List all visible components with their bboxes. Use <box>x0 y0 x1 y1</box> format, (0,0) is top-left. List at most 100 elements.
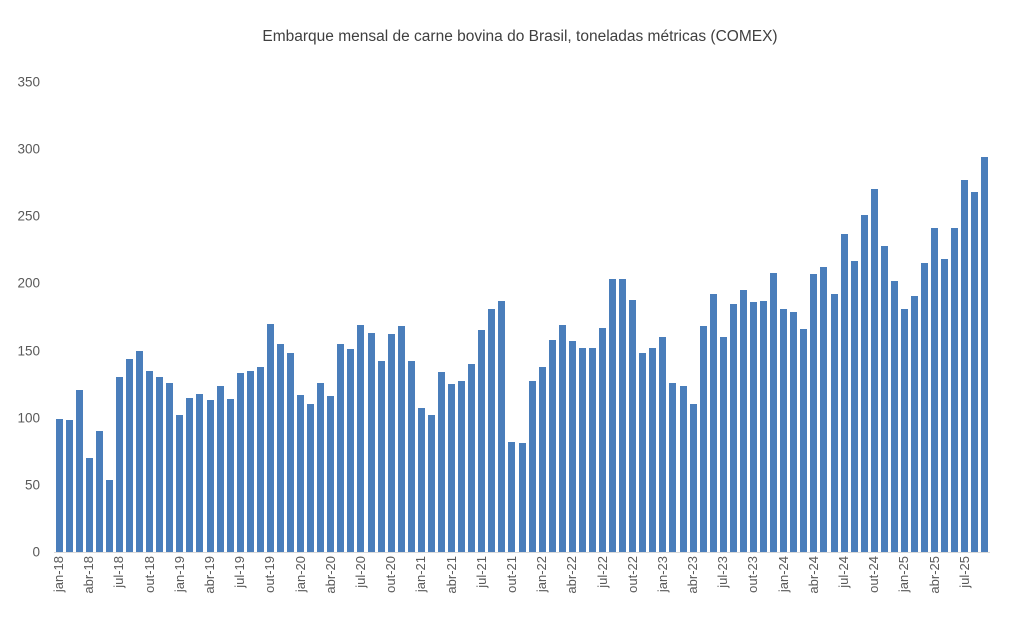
bar-ago-19 <box>246 370 254 552</box>
bar-jun-19 <box>226 398 234 552</box>
bar-mai-24 <box>820 267 828 552</box>
bar-fev-25 <box>911 295 919 552</box>
x-tick-label: jul-19 <box>232 556 248 588</box>
bar-set-18 <box>136 350 144 552</box>
y-tick-label: 200 <box>17 275 40 291</box>
bar-fev-22 <box>548 339 556 552</box>
x-tick-label: jan-22 <box>534 556 550 593</box>
bar-nov-23 <box>760 300 768 552</box>
bar-out-19 <box>266 323 274 552</box>
x-tick-label: jan-19 <box>171 556 187 593</box>
x-axis-labels: jan-18 abr-18 jul-18 out-18 jan-19 abr-19 jul-… <box>51 556 990 626</box>
bar-dez-18 <box>166 382 174 552</box>
bar-nov-20 <box>397 326 405 552</box>
y-tick-label: 300 <box>17 141 40 157</box>
bar-out-22 <box>629 299 637 552</box>
bar-abr-23 <box>689 404 697 552</box>
x-tick-label: jul-25 <box>956 556 972 588</box>
chart-title: Embarque mensal de carne bovina do Brasi… <box>262 28 778 45</box>
bar-set-19 <box>256 366 264 552</box>
bar-dez-19 <box>287 353 295 552</box>
x-tick-label: jan-25 <box>896 556 912 593</box>
bar-set-23 <box>739 290 747 552</box>
x-tick-label: jul-20 <box>352 556 368 588</box>
x-tick-label: abr-19 <box>202 556 217 594</box>
bar-mai-22 <box>578 347 586 552</box>
x-tick-label: out-21 <box>503 556 519 593</box>
bar-ago-25 <box>971 192 979 552</box>
bar-abr-18 <box>85 458 93 552</box>
bar-jul-20 <box>357 325 365 552</box>
bar-abr-19 <box>206 400 214 552</box>
bar-jun-23 <box>709 294 717 552</box>
bar-set-24 <box>860 214 868 552</box>
x-tick-label: out-18 <box>141 556 157 593</box>
x-tick-label: out-19 <box>262 556 278 593</box>
x-tick-label: jul-24 <box>836 556 852 588</box>
bar-fev-18 <box>65 420 73 552</box>
bar-mai-25 <box>941 259 949 552</box>
x-tick-label: abr-18 <box>81 556 97 594</box>
bar-jun-21 <box>468 364 476 552</box>
bar-mar-21 <box>437 372 445 552</box>
bar-jan-22 <box>538 366 546 552</box>
bar-out-23 <box>749 302 757 552</box>
bar-mai-19 <box>216 385 224 552</box>
bar-ago-21 <box>488 308 496 552</box>
bar-out-21 <box>508 441 516 552</box>
bar-jul-25 <box>961 180 969 552</box>
x-tick-label: abr-23 <box>685 556 701 594</box>
bar-jul-21 <box>478 330 486 552</box>
bar-jul-19 <box>236 373 244 552</box>
x-tick-label: abr-25 <box>926 556 942 594</box>
bar-out-24 <box>870 189 878 552</box>
bar-jan-18 <box>55 419 63 552</box>
bar-mar-24 <box>800 329 808 552</box>
x-tick-label: jul-22 <box>594 556 610 588</box>
bar-jun-22 <box>588 347 596 552</box>
y-axis: 0 50 100 150 200 250 300 350 <box>0 0 44 629</box>
x-axis-line <box>54 552 990 553</box>
x-tick-label: jul-21 <box>473 556 489 588</box>
bar-out-18 <box>146 370 154 552</box>
y-tick-label: 100 <box>17 410 40 426</box>
bar-mar-23 <box>679 385 687 552</box>
bar-nov-24 <box>880 245 888 552</box>
bar-jun-24 <box>830 294 838 552</box>
bar-mar-20 <box>317 382 325 552</box>
plot-area <box>54 82 990 552</box>
bar-fev-24 <box>790 311 798 552</box>
bar-mai-20 <box>337 343 345 552</box>
bar-jan-19 <box>176 415 184 552</box>
bar-jan-20 <box>297 394 305 552</box>
bar-abr-21 <box>448 384 456 552</box>
bar-jun-25 <box>951 228 959 552</box>
x-tick-label: out-22 <box>624 556 640 593</box>
bar-jul-23 <box>719 337 727 552</box>
bar-dez-21 <box>528 381 536 552</box>
x-tick-label: out-20 <box>383 556 399 593</box>
x-tick-label: abr-20 <box>322 556 338 594</box>
bar-out-20 <box>387 334 395 552</box>
bar-mar-18 <box>75 389 83 552</box>
x-tick-label: jan-21 <box>413 556 429 593</box>
bar-set-22 <box>619 279 627 552</box>
bar-dez-24 <box>890 280 898 552</box>
x-tick-label: abr-21 <box>443 556 459 594</box>
bar-ago-20 <box>367 333 375 552</box>
bar-abr-25 <box>931 228 939 552</box>
bar-jul-18 <box>115 377 123 552</box>
bar-fev-19 <box>186 397 194 552</box>
x-tick-label: abr-24 <box>805 556 821 594</box>
bar-mar-22 <box>558 325 566 552</box>
bar-fev-23 <box>669 382 677 552</box>
y-tick-label: 150 <box>17 343 40 359</box>
bar-jan-25 <box>900 308 908 552</box>
bar-nov-21 <box>518 443 526 552</box>
bar-jan-23 <box>659 337 667 552</box>
bar-mai-23 <box>699 326 707 552</box>
bar-jun-18 <box>105 479 113 552</box>
x-tick-label: out-24 <box>866 556 882 593</box>
bar-dez-22 <box>649 347 657 552</box>
x-tick-label: jan-24 <box>775 556 791 593</box>
